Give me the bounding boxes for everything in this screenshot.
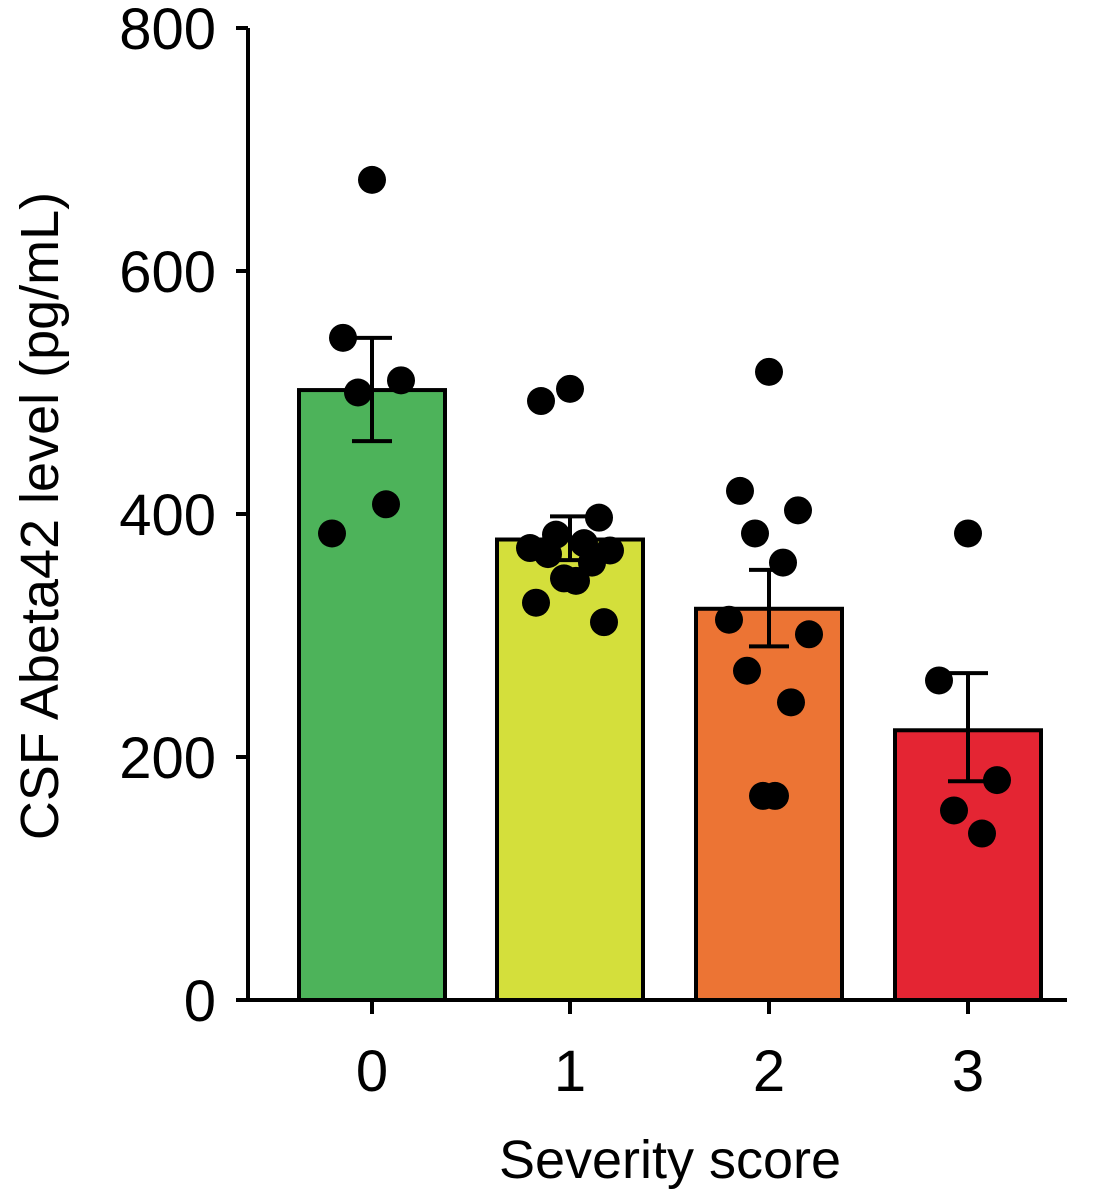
y-ticks-layer: 0 200 400 600 800: [119, 0, 248, 1034]
data-point-score-2: [795, 620, 823, 649]
data-point-score-2: [777, 688, 805, 717]
data-point-score-0: [318, 519, 346, 548]
x-tick-label: 2: [753, 1039, 785, 1104]
data-point-score-0: [358, 165, 386, 194]
data-point-score-2: [733, 656, 761, 685]
data-point-score-1: [556, 374, 584, 403]
data-point-score-2: [761, 781, 789, 810]
y-tick-label: 400: [119, 483, 216, 548]
data-point-score-1: [590, 608, 618, 637]
error-bars-layer: [352, 335, 988, 784]
data-point-score-0: [344, 378, 372, 407]
bar-score-0: [297, 388, 447, 1002]
bars-layer: [297, 388, 1043, 1003]
data-point-score-0: [387, 366, 415, 395]
data-point-score-2: [726, 476, 754, 505]
data-point-score-3: [983, 766, 1011, 795]
data-point-score-3: [925, 666, 953, 695]
y-tick-label: 0: [184, 969, 216, 1034]
data-point-score-1: [585, 503, 613, 532]
x-tick-label: 0: [356, 1039, 388, 1104]
x-ticks-layer: 0 1 2 3: [356, 1000, 984, 1104]
bar-score-1: [495, 537, 645, 1002]
data-point-score-1: [522, 588, 550, 617]
x-tick-label: 1: [554, 1039, 586, 1104]
x-axis-title: Severity score: [499, 1130, 841, 1190]
data-point-score-0: [329, 323, 357, 352]
data-point-score-0: [372, 490, 400, 519]
data-point-score-2: [741, 519, 769, 548]
y-tick-label: 200: [119, 726, 216, 791]
x-tick-label: 3: [952, 1039, 984, 1104]
data-point-score-1: [578, 548, 606, 577]
y-tick-label: 600: [119, 240, 216, 305]
data-point-score-3: [968, 819, 996, 848]
data-point-score-3: [954, 519, 982, 548]
data-points-layer: [318, 165, 1011, 848]
data-point-score-2: [769, 548, 797, 577]
data-point-score-2: [755, 357, 783, 386]
y-axis-title: CSF Abeta42 level (pg/mL): [10, 192, 70, 840]
data-point-score-1: [534, 540, 562, 569]
data-point-score-2: [715, 605, 743, 634]
data-point-score-1: [562, 566, 590, 595]
data-point-score-2: [784, 496, 812, 525]
data-point-score-3: [940, 796, 968, 825]
data-point-score-1: [527, 387, 555, 416]
y-tick-label: 800: [119, 0, 216, 62]
